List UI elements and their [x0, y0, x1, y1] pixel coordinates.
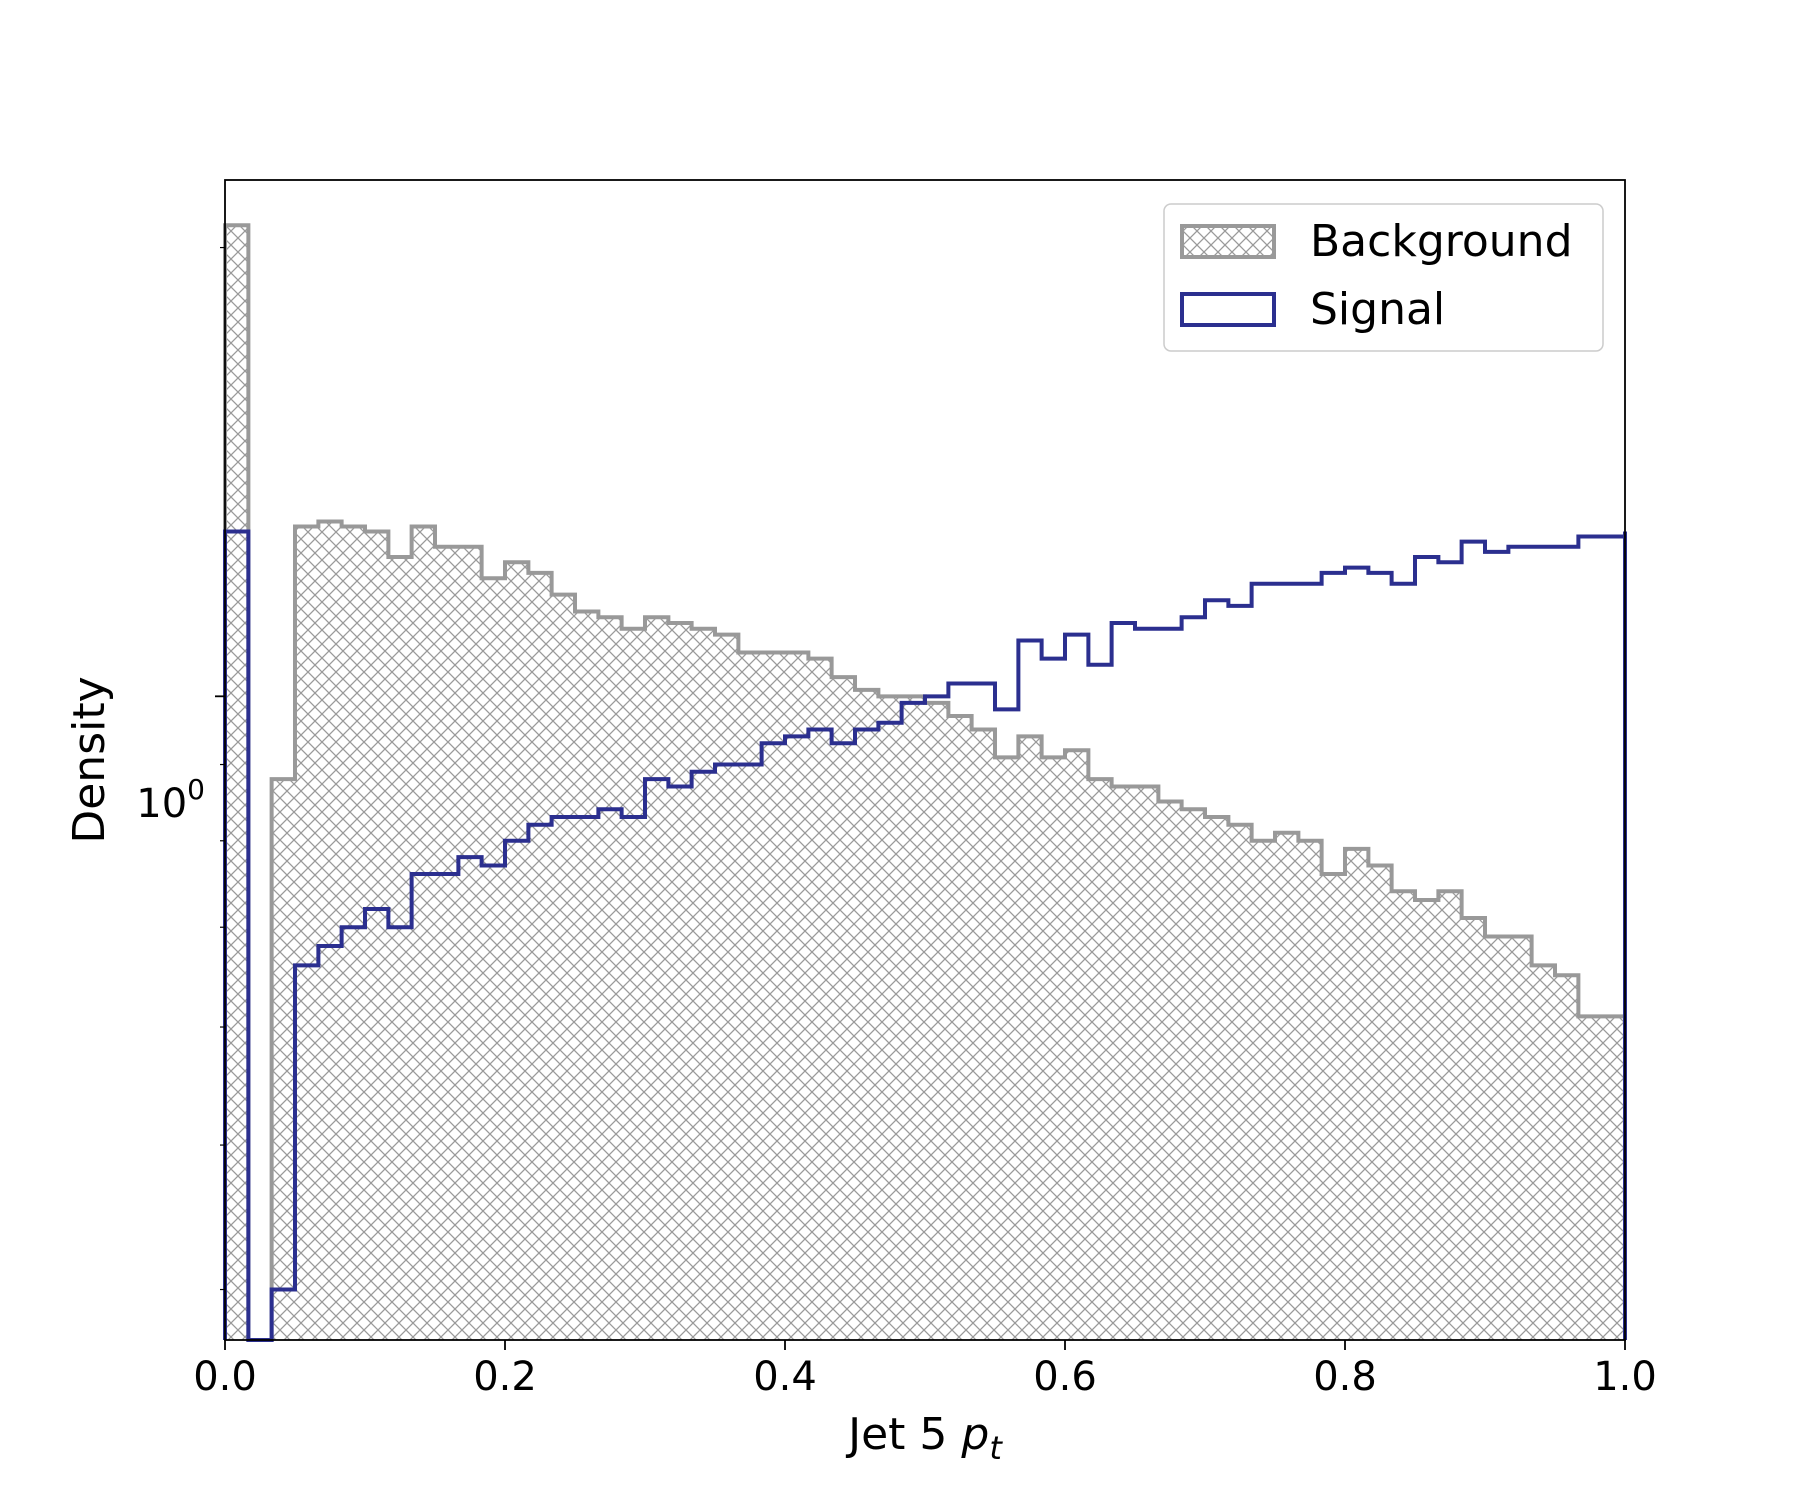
x-tick-label: 0.2 — [473, 1354, 537, 1400]
y-tick-label-major: 100 — [136, 773, 205, 827]
legend: Background Signal — [1163, 203, 1604, 352]
legend-label-background: Background — [1310, 216, 1573, 267]
signal-series — [223, 529, 1627, 1342]
legend-swatch-signal — [1180, 292, 1276, 327]
x-axis-ticks: 0.0 0.2 0.4 0.6 0.8 1.0 — [193, 1340, 1657, 1400]
y-axis-label: Density — [64, 676, 115, 843]
axes-frame — [224, 179, 1626, 1341]
x-tick-label: 0.6 — [1033, 1354, 1097, 1400]
x-tick-label: 1.0 — [1593, 1354, 1657, 1400]
legend-swatch-background — [1180, 224, 1276, 259]
x-tick-label: 0.8 — [1313, 1354, 1377, 1400]
background-hatch-fill — [225, 225, 1625, 1341]
y-axis-ticks — [215, 246, 225, 1291]
plot-area — [223, 223, 1627, 1342]
x-tick-label: 0.4 — [753, 1354, 817, 1400]
legend-label-signal: Signal — [1310, 284, 1445, 335]
signal-step-line — [223, 529, 1627, 1342]
x-tick-label: 0.0 — [193, 1354, 257, 1400]
x-axis-label: Jet 5 pt — [845, 1409, 1003, 1467]
